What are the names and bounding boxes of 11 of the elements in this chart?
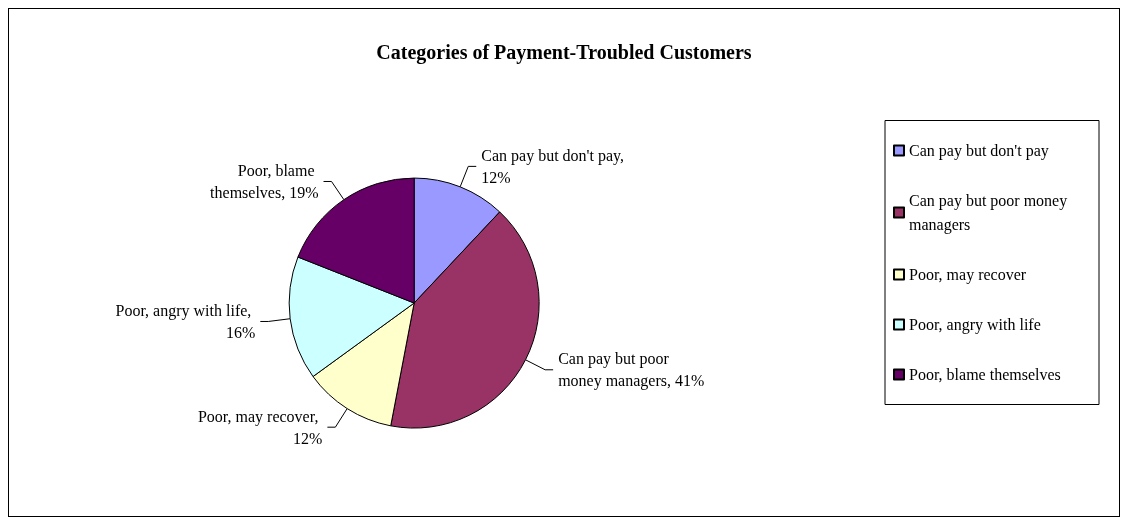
- data-label: Can pay but poor money managers, 41%: [558, 350, 705, 391]
- data-label: Poor, angry with life, 16%: [115, 301, 256, 341]
- legend-label: Can pay but don't pay: [909, 142, 1049, 160]
- legend-label: Poor, blame themselves: [909, 366, 1061, 383]
- legend-label: Poor, may recover: [909, 266, 1027, 284]
- legend-label: Poor, angry with life: [909, 316, 1041, 334]
- chart-title: Categories of Payment-Troubled Customers: [376, 41, 752, 64]
- data-label: Poor, blame themselves, 19%: [210, 161, 319, 201]
- data-label: Poor, may recover, 12%: [197, 407, 323, 447]
- data-label: Can pay but don't pay, 12%: [481, 146, 628, 186]
- legend-label: Can pay but poor money managers: [909, 192, 1072, 234]
